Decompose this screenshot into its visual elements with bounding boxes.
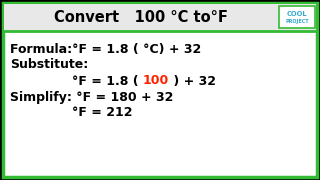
Bar xyxy=(279,6,315,28)
Bar xyxy=(4,4,316,31)
Text: ) + 32: ) + 32 xyxy=(169,75,216,87)
Text: Simplify: °F = 180 + 32: Simplify: °F = 180 + 32 xyxy=(10,91,173,104)
Text: Substitute:: Substitute: xyxy=(10,58,88,71)
Text: COOL: COOL xyxy=(287,11,307,17)
Text: 100: 100 xyxy=(143,75,169,87)
Text: Convert   100 °C to°F: Convert 100 °C to°F xyxy=(54,10,228,24)
Text: Formula:°F = 1.8 ( °C) + 32: Formula:°F = 1.8 ( °C) + 32 xyxy=(10,42,201,55)
Text: °F = 1.8 (: °F = 1.8 ( xyxy=(72,75,143,87)
Text: °F = 212: °F = 212 xyxy=(72,107,132,120)
Text: PROJECT: PROJECT xyxy=(285,19,309,24)
